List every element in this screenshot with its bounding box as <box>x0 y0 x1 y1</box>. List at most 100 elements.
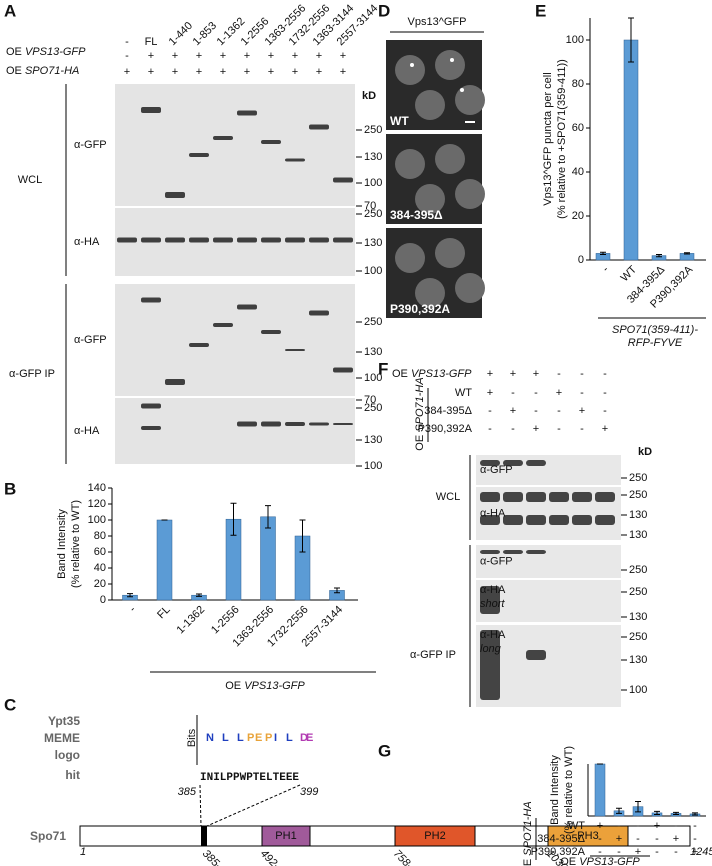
blot-band <box>526 550 546 554</box>
blot-band <box>480 550 500 554</box>
blot-label: α-HA <box>480 584 506 596</box>
group-label: WCL <box>436 491 460 503</box>
prefix: OE <box>392 368 408 380</box>
blot-band <box>503 515 523 525</box>
prefix: OE <box>560 856 576 866</box>
sign: + <box>244 50 250 62</box>
marker: 130 <box>629 654 647 666</box>
blot <box>115 398 355 464</box>
y-tick-label: 100 <box>566 34 584 46</box>
construct-label: OE SPO71-HA <box>6 65 79 77</box>
sign: - <box>693 820 697 832</box>
blot-band <box>309 237 329 243</box>
blot-band <box>333 367 353 373</box>
sign: - <box>534 387 538 399</box>
blot-band <box>480 492 500 502</box>
punctum <box>410 63 414 67</box>
marker: 100 <box>364 460 382 472</box>
image-title: Vps13^GFP <box>408 16 467 28</box>
rule <box>199 784 202 827</box>
sign: + <box>220 66 226 78</box>
cell <box>455 273 485 303</box>
sign: - <box>580 423 584 435</box>
error-bar <box>299 519 306 553</box>
sign: + <box>579 405 585 417</box>
blot-band <box>261 237 281 243</box>
sign: + <box>316 50 322 62</box>
sign: + <box>510 405 516 417</box>
error-bar <box>230 502 237 536</box>
blot-band <box>309 422 329 426</box>
sign: + <box>268 66 274 78</box>
y-axis-label: (% relative to +SPO71(359-411)) <box>556 59 568 219</box>
sign: - <box>603 387 607 399</box>
blot <box>476 545 621 578</box>
blot-band <box>213 237 233 243</box>
blot <box>115 84 355 206</box>
blot-band <box>595 492 615 502</box>
marker: 250 <box>364 316 382 328</box>
sign: + <box>172 66 178 78</box>
sign: + <box>556 387 562 399</box>
cell <box>395 243 425 273</box>
blot-band <box>549 515 569 525</box>
blot-band <box>261 421 281 427</box>
cell <box>415 278 445 308</box>
logo-title: logo <box>55 748 80 762</box>
blot-band <box>237 304 257 310</box>
y-tick-label: 60 <box>94 546 106 558</box>
lane-label: 1-440 <box>167 20 195 48</box>
sign: + <box>148 66 154 78</box>
domain-label: PH3 <box>577 830 598 842</box>
sign: - <box>693 833 697 845</box>
blot-band <box>333 423 353 425</box>
marker: 250 <box>629 586 647 598</box>
marker: 250 <box>629 631 647 643</box>
blot-sublabel: short <box>480 598 505 610</box>
blot-band <box>549 492 569 502</box>
blot-band <box>165 192 185 198</box>
sign: + <box>616 833 622 845</box>
marker: 130 <box>364 151 382 163</box>
sign: + <box>487 387 493 399</box>
sign: - <box>598 833 602 845</box>
cell <box>435 144 465 174</box>
marker: 250 <box>364 402 382 414</box>
sign: + <box>533 423 539 435</box>
blot-band <box>141 107 161 113</box>
x-axis-label: OE VPS13-GFP <box>225 680 305 692</box>
y-axis-label: Band Intensity <box>549 755 561 825</box>
sign: + <box>340 66 346 78</box>
cell <box>395 55 425 85</box>
construct-label: OE SPO71-HA <box>522 801 534 866</box>
image-label: WT <box>390 114 409 128</box>
error-bar <box>127 593 133 598</box>
error-bar <box>684 252 690 255</box>
blot-band <box>503 460 523 466</box>
blot-band <box>480 460 500 466</box>
blot-band <box>285 349 305 351</box>
blot-band <box>189 153 209 157</box>
blot-band <box>285 422 305 426</box>
cell <box>435 238 465 268</box>
sign: - <box>636 833 640 845</box>
lane-label: 1-853 <box>191 20 219 48</box>
x-axis-label: OE VPS13-GFP <box>560 856 640 866</box>
cell <box>455 85 485 115</box>
cell <box>415 90 445 120</box>
blot-band <box>526 460 546 466</box>
error-bar <box>673 811 679 815</box>
marker: 130 <box>364 434 382 446</box>
blot-band <box>503 550 523 554</box>
prefix: OE <box>225 680 241 692</box>
blot-band <box>480 586 500 614</box>
position: 492-613 <box>258 848 296 866</box>
logo-letter: E <box>306 732 313 744</box>
y-axis-label: Vps13^GFP puncta per cell <box>542 72 554 205</box>
blot-label: α-GFP <box>74 334 107 346</box>
blot-label: α-HA <box>74 425 100 437</box>
panel-label: A <box>4 1 16 20</box>
hit-label: hit <box>65 768 80 782</box>
seq-end: 399 <box>300 786 318 798</box>
blot-band <box>526 515 546 525</box>
